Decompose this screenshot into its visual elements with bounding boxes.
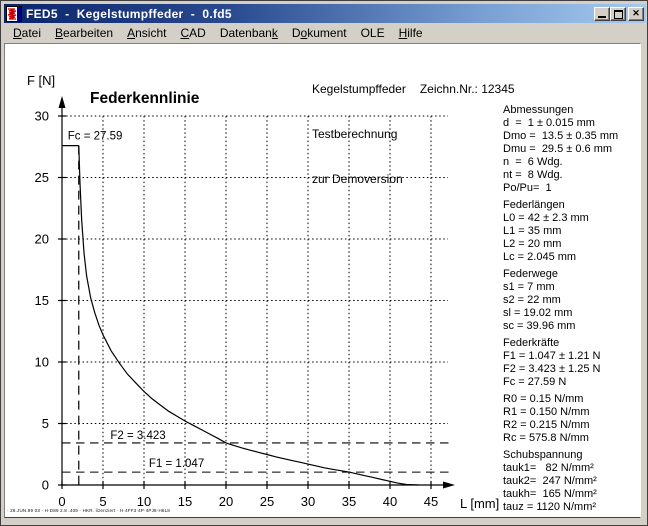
x-axis-arrow-icon	[443, 481, 455, 489]
x-axis-label: L [mm]	[460, 496, 499, 511]
y-axis-arrow-icon	[58, 96, 66, 108]
results-panel: Abmessungen d = 1 ± 0.015 mm Dmo = 13.5 ± …	[503, 104, 618, 518]
spec-line: tauk1= 82 N/mm²	[503, 462, 594, 474]
axis-ticks	[58, 115, 432, 489]
x-tick-label: 10	[137, 494, 151, 509]
maximize-button[interactable]	[610, 6, 626, 21]
spec-line: L2 = 20 mm	[503, 238, 562, 250]
spec-section-title: Federkräfte	[503, 337, 560, 349]
spec-section-title: Abmessungen	[503, 104, 574, 116]
product-name: Kegelstumpffeder	[312, 82, 406, 96]
document-header: Kegelstumpffeder Zeichn.Nr.: 12345 Testbe…	[312, 52, 515, 217]
spec-line: n = 6 Wdg.	[503, 156, 563, 168]
y-tick-label: 20	[35, 232, 49, 247]
menu-item-dokument[interactable]: Dokument	[291, 26, 347, 40]
spec-section-title: Federwege	[503, 268, 559, 280]
spec-line: L1 = 35 mm	[503, 225, 562, 237]
spec-line: Lc = 2.045 mm	[503, 251, 577, 263]
spring-coil-icon[interactable]	[6, 5, 22, 22]
spec-line: R2 = 0.215 N/mm	[503, 419, 590, 431]
y-tick-label: 0	[42, 478, 49, 493]
menu-item-bearbeiten[interactable]: Bearbeiten	[55, 26, 114, 40]
spec-section-title: Schubspannung	[503, 449, 583, 461]
spec-line: sc = 39.96 mm	[503, 320, 576, 332]
y-tick-label: 5	[42, 416, 49, 431]
spec-section-federkräfte: Federkräfte F1 = 1.047 ± 1.21 N F2 = 3.423…	[503, 337, 618, 389]
spec-section-title: Federlängen	[503, 199, 565, 211]
spec-section-abmessungen: Abmessungen d = 1 ± 0.015 mm Dmo = 13.5 ± …	[503, 104, 618, 195]
x-tick-label: 35	[342, 494, 356, 509]
minimize-button[interactable]	[594, 6, 610, 21]
drawing-number: Zeichn.Nr.: 12345	[419, 82, 515, 96]
menu-item-cad[interactable]: CAD	[180, 26, 206, 40]
chart-title: Federkennlinie	[90, 90, 200, 107]
spring-characteristic-chart: 0 5 10 15 20 25 30 35 40 45 0 5 10 15 20 25 30 L [mm] F [N…	[27, 73, 499, 511]
x-tick-label: 45	[424, 494, 438, 509]
title-bar[interactable]: FED5 - Kegelstumpffeder - 0.fd5	[4, 4, 646, 23]
y-tick-label: 25	[35, 170, 49, 185]
spec-line: sl = 19.02 mm	[503, 307, 573, 319]
annotation-label-fc: Fc = 27.59	[68, 130, 123, 142]
spec-line: tauz = 1120 N/mm²	[503, 501, 597, 513]
spec-line: Dmo = 13.5 ± 0.35 mm	[503, 130, 619, 142]
spec-line: tauk2= 247 N/mm²	[503, 475, 597, 487]
spec-section-federwege: Federwege s1 = 7 mm s2 = 22 mm sl = 19.02 m…	[503, 268, 618, 333]
x-tick-label: 40	[383, 494, 397, 509]
window-controls	[594, 6, 644, 21]
spec-line: F1 = 1.047 ± 1.21 N	[503, 350, 601, 362]
spec-line: taukh= 165 N/mm²	[503, 488, 597, 500]
spec-section: R0 = 0.15 N/mm R1 = 0.150 N/mm R2 = 0.215 …	[503, 393, 618, 445]
x-tick-label: 0	[58, 494, 65, 509]
y-tick-label: 30	[35, 109, 49, 124]
document-canvas: 0 5 10 15 20 25 30 35 40 45 0 5 10 15 20 25 30 L [mm] F [N…	[4, 43, 641, 518]
menu-item-ansicht[interactable]: Ansicht	[127, 26, 167, 40]
spec-line: L0 = 42 ± 2.3 mm	[503, 212, 589, 224]
spec-line: s2 = 22 mm	[503, 294, 561, 306]
menu-item-datenbank[interactable]: Datenbank	[219, 26, 278, 40]
header-line-2: Testberechnung	[312, 127, 398, 141]
spec-line: s1 = 7 mm	[503, 281, 555, 293]
y-tick-label: 15	[35, 293, 49, 308]
window-title: FED5 - Kegelstumpffeder - 0.fd5	[26, 6, 232, 21]
curve-federkennlinie	[78, 145, 419, 486]
x-tick-label: 30	[301, 494, 315, 509]
grid-lines	[62, 115, 448, 485]
spec-line: Po/Pu= 1	[503, 182, 552, 194]
x-tick-label: 5	[99, 494, 106, 509]
menu-bar: Datei Bearbeiten Ansicht CAD Datenbank Dokume…	[4, 23, 646, 43]
y-axis-label: F [N]	[27, 73, 55, 88]
spec-section-federlängen: Federlängen L0 = 42 ± 2.3 mm L1 = 35 mm L2 …	[503, 199, 618, 264]
spec-line: Dmu = 29.5 ± 0.6 mm	[503, 143, 613, 155]
spec-section-schubspannung: Schubspannung tauk1= 82 N/mm² tauk2= 247 N…	[503, 449, 618, 514]
menu-item-ole[interactable]: OLE	[360, 26, 385, 40]
minimize-icon	[598, 15, 606, 18]
header-line-1: Kegelstumpffeder Zeichn.Nr.: 12345	[312, 82, 515, 97]
footer-microtext: · 28.JUN.99 03 · H·D89 2.8 .409 · HKR. l…	[7, 508, 171, 513]
spec-line: Fc = 27.59 N	[503, 376, 567, 388]
spec-line: d = 1 ± 0.015 mm	[503, 117, 595, 129]
close-icon	[629, 8, 643, 20]
menu-item-datei[interactable]: Datei	[13, 26, 42, 40]
spec-line: R0 = 0.15 N/mm	[503, 393, 584, 405]
menu-item-hilfe[interactable]: Hilfe	[398, 26, 423, 40]
annotation-label-f2: F2 = 3.423	[110, 430, 165, 442]
annotation-label-f1: F1 = 1.047	[149, 458, 204, 470]
x-tick-label: 20	[219, 494, 233, 509]
axes	[61, 102, 449, 486]
close-button[interactable]	[628, 6, 644, 21]
y-tick-label: 10	[35, 355, 49, 370]
spec-line: Rc = 575.8 N/mm	[503, 432, 589, 444]
maximize-icon	[613, 9, 623, 19]
x-tick-label: 15	[178, 494, 192, 509]
spec-line: R1 = 0.150 N/mm	[503, 406, 590, 418]
spec-line: nt = 8 Wdg.	[503, 169, 563, 181]
x-tick-label: 25	[260, 494, 274, 509]
spec-line: F2 = 3.423 ± 1.25 N	[503, 363, 601, 375]
header-line-3: zur Demoversion	[312, 172, 403, 186]
